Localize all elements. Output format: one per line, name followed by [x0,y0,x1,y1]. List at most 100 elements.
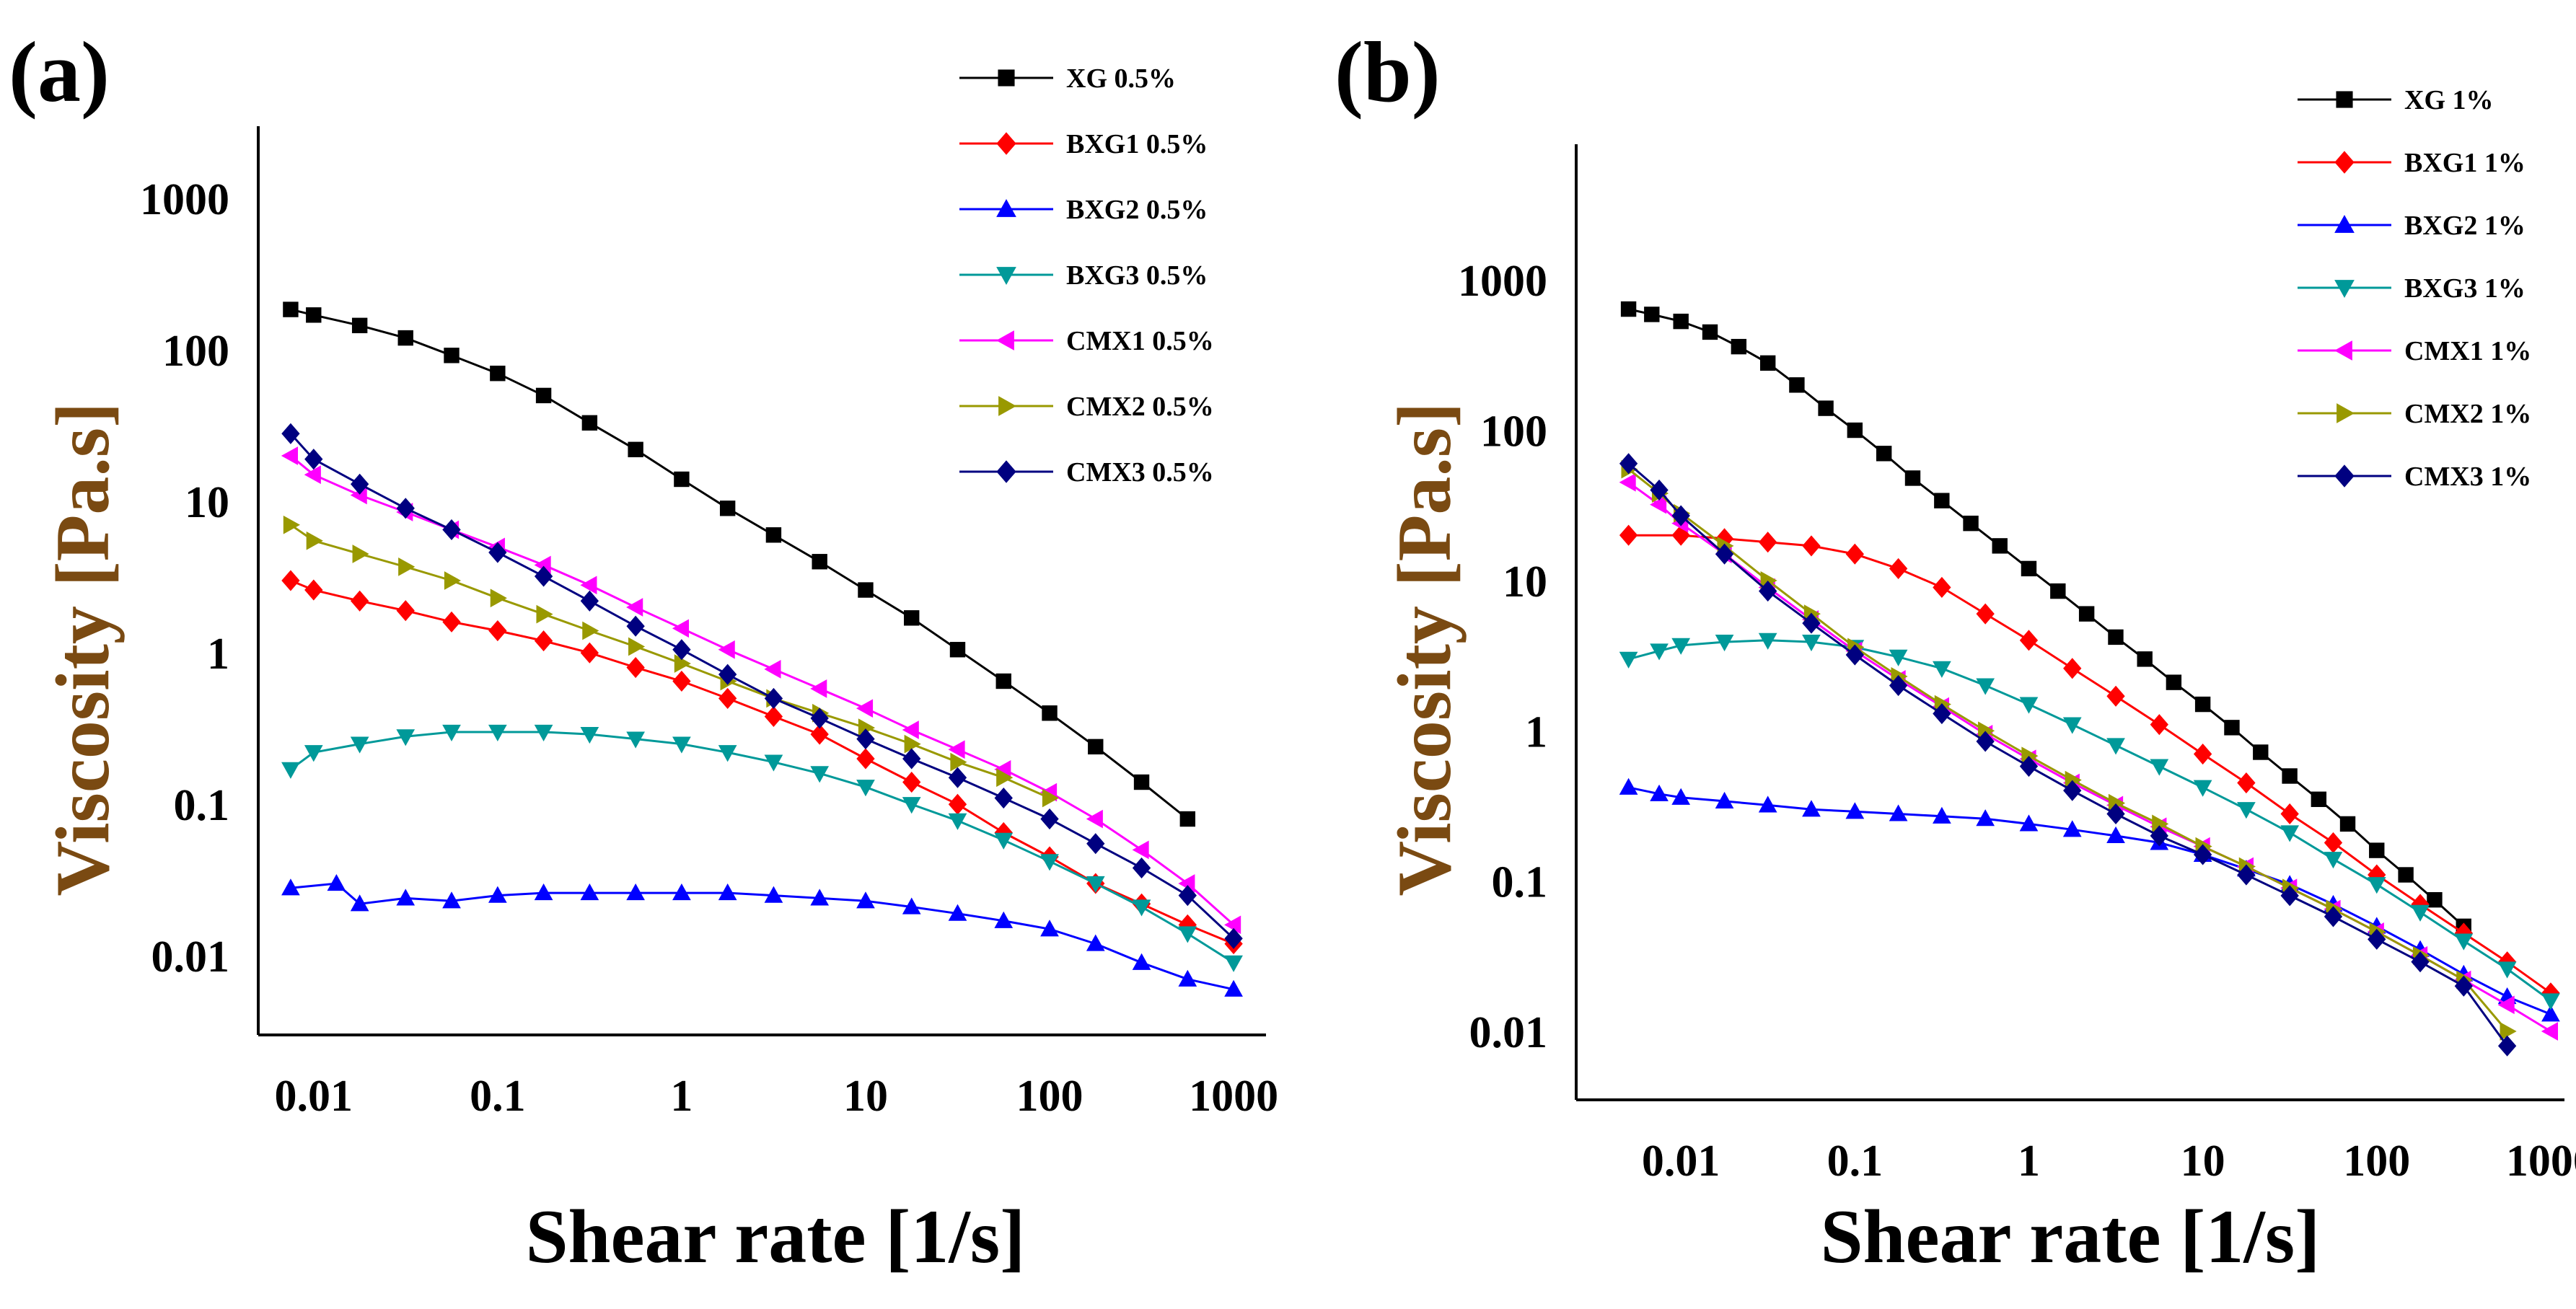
data-point [2106,826,2125,844]
data-point [810,766,830,783]
legend-marker [996,267,1016,286]
legend-label: XG 1% [2404,85,2494,115]
y-tick-label: 1000 [140,175,229,224]
data-point [628,637,646,656]
data-point [1133,774,1150,790]
data-point [2019,756,2039,777]
data-point [580,883,599,901]
data-point [948,813,967,830]
x-tick-label: 100 [1016,1072,1083,1121]
data-point [1904,470,1921,486]
series-line [1628,786,2551,1015]
legend-marker [2334,340,2352,361]
data-point [442,611,461,633]
data-point [2193,844,2212,865]
y-tick-label: 1 [207,630,229,679]
data-point [2280,803,2299,825]
series-line [289,433,1235,940]
legend-item: BXG2 0.5% [959,195,1208,225]
data-point [902,720,919,739]
y-tick-label: 1 [1525,708,1547,757]
data-point [2050,583,2066,599]
data-point [904,610,920,626]
series-line [1628,534,2551,995]
data-point [350,590,369,612]
data-point [856,728,875,750]
data-point [2339,816,2356,832]
data-point [764,754,783,772]
data-point [444,348,460,363]
data-point [350,894,369,912]
data-point [350,473,369,495]
data-point [2541,1022,2559,1041]
data-point [1619,472,1636,492]
data-point [2398,867,2414,883]
data-point [350,736,369,754]
data-point [1802,612,1821,634]
data-point [2063,780,2082,801]
data-point [1759,532,1777,553]
series-cmx2-0-5 [283,515,1060,808]
data-point [580,642,599,664]
series-cmx3-0-5 [281,423,1243,949]
data-point [2369,842,2385,858]
data-point [948,904,967,921]
data-point [626,615,645,637]
data-point [536,604,553,624]
data-point [672,670,691,692]
data-point [948,740,965,759]
legend: XG 1% BXG1 1% BXG2 1% BXG3 1% CMX1 1% CMX2 1%… [2298,85,2531,492]
legend: XG 0.5% BXG1 0.5% BXG2 0.5% BXG3 0.5% CMX1 0… [959,63,1214,488]
data-point [1802,800,1821,817]
series-cmx2-1 [1621,459,2517,1041]
data-point [1818,400,1834,416]
data-point [351,317,368,334]
data-point [718,745,737,762]
data-point [2108,629,2124,645]
x-axis-title: Shear rate [1/s] [1821,1194,2321,1279]
data-point [1178,926,1197,943]
data-point [1086,876,1105,894]
data-point [672,639,691,661]
data-point [2194,696,2211,713]
legend-item: CMX2 0.5% [959,392,1214,422]
data-point [2324,832,2343,854]
data-point [810,679,827,698]
data-point [810,708,829,729]
data-point [1086,934,1105,951]
data-point [2237,802,2256,819]
data-point [1671,505,1690,526]
data-point [2497,995,2515,1015]
legend-item: XG 0.5% [959,63,1176,94]
data-point [1845,644,1864,666]
data-point [719,501,736,516]
data-point [902,771,921,793]
data-point [1758,633,1777,650]
data-point [1086,833,1105,855]
chart-panel-b: (b) 0.01 0.1 1 10 100 1000 0.01 0.1 1 10 100 1000 Vis… [1335,24,2576,1279]
data-point [1178,969,1197,987]
legend-item: CMX2 1% [2298,399,2531,429]
x-tick-label: 1 [2018,1137,2040,1186]
data-point [281,878,300,896]
data-point [2282,768,2298,784]
legend-label: XG 0.5% [1066,63,1176,94]
data-point [810,889,830,906]
data-point [1889,557,1908,579]
data-point [1619,524,1638,546]
data-point [1889,804,1908,821]
data-point [281,762,300,779]
legend-label: BXG3 1% [2404,273,2526,304]
x-tick-label: 0.01 [1642,1137,1720,1186]
data-point [626,731,645,749]
data-point [626,656,645,679]
series-cmx3-1 [1619,453,2517,1057]
data-point [1976,603,1995,625]
panel-label: (b) [1335,24,1441,120]
legend-marker [2336,91,2353,108]
x-tick-label: 0.1 [1827,1137,1883,1186]
data-point [2497,961,2517,979]
data-point [2224,720,2240,736]
data-point [304,579,323,601]
data-point [2454,975,2473,997]
